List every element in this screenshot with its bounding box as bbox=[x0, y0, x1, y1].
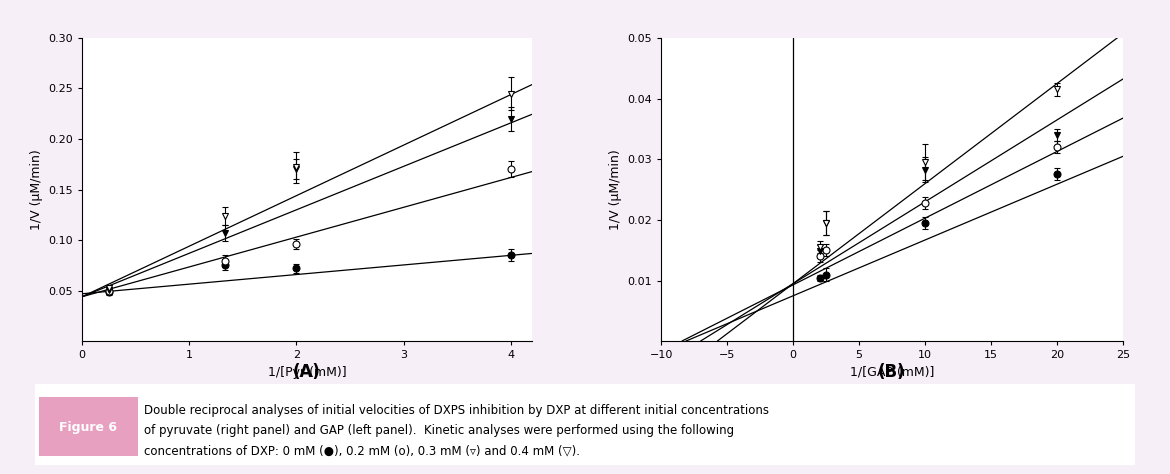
Y-axis label: 1/V (μM/min): 1/V (μM/min) bbox=[29, 149, 42, 230]
Text: (B): (B) bbox=[878, 363, 906, 381]
Text: concentrations of DXP: 0 mM (●), 0.2 mM (o), 0.3 mM (▿) and 0.4 mM (▽).: concentrations of DXP: 0 mM (●), 0.2 mM … bbox=[144, 445, 580, 457]
X-axis label: 1/[Pyr (mM)]: 1/[Pyr (mM)] bbox=[268, 366, 346, 379]
Text: Figure 6: Figure 6 bbox=[60, 420, 117, 434]
Y-axis label: 1/V (μM/min): 1/V (μM/min) bbox=[608, 149, 621, 230]
Text: Double reciprocal analyses of initial velocities of DXPS inhibition by DXP at di: Double reciprocal analyses of initial ve… bbox=[144, 404, 769, 417]
X-axis label: 1/[GAP (mM)]: 1/[GAP (mM)] bbox=[849, 366, 935, 379]
Text: of pyruvate (right panel) and GAP (left panel).  Kinetic analyses were performed: of pyruvate (right panel) and GAP (left … bbox=[144, 424, 734, 437]
Text: (A): (A) bbox=[292, 363, 321, 381]
